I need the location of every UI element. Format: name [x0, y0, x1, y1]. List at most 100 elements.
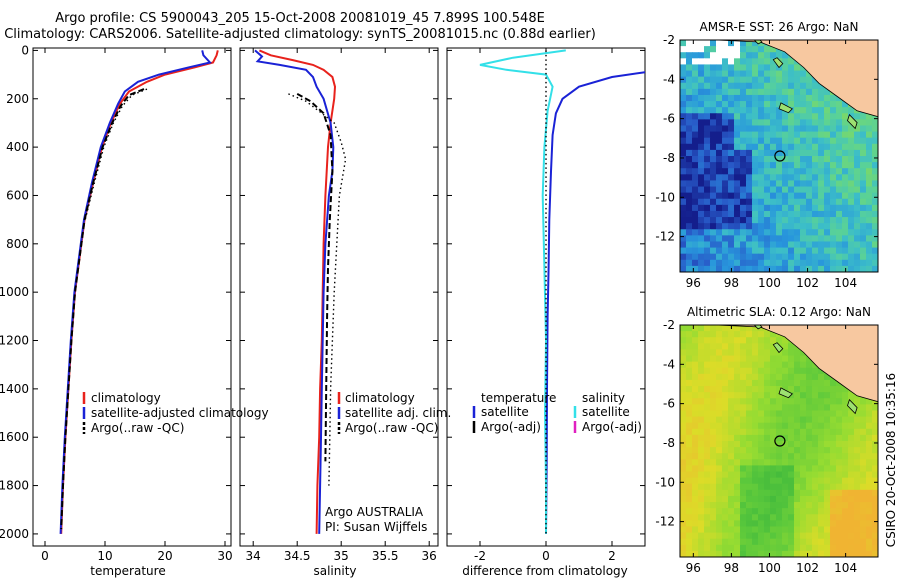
map-cell [776, 229, 783, 236]
map-cell [680, 76, 687, 84]
map-cell [704, 483, 711, 491]
map-cell [770, 459, 777, 467]
map-cell [812, 392, 819, 399]
map-cell [872, 253, 878, 261]
map-cell [800, 229, 807, 236]
map-cell [824, 174, 831, 182]
map-cell [794, 526, 801, 534]
map-cell [728, 223, 735, 230]
map-cell [734, 477, 741, 485]
map-cell [686, 70, 693, 78]
map-cell [800, 210, 807, 218]
map-cell [770, 241, 777, 249]
map-cell [680, 64, 687, 72]
map-cell [818, 520, 825, 528]
map-cell [836, 156, 843, 163]
map-cell [728, 229, 735, 236]
map-cell [698, 40, 705, 47]
map-cell [710, 386, 717, 393]
map-cell [812, 410, 819, 418]
map-cell [734, 198, 741, 206]
map-cell [698, 174, 705, 182]
map-cell [692, 198, 699, 206]
map-cell [788, 520, 795, 528]
map-cell [716, 186, 723, 194]
map-cell [680, 241, 687, 249]
map-cell [812, 113, 819, 120]
map-cell [698, 343, 705, 351]
map-cell [764, 398, 771, 405]
map-cell [698, 235, 705, 243]
map-cell [812, 229, 819, 236]
map-cell [710, 379, 717, 387]
map-cell [818, 550, 825, 557]
map-cell [788, 137, 795, 145]
map-cell [860, 168, 867, 175]
map-cell [740, 247, 747, 255]
map-cell [836, 198, 843, 206]
map-cell [776, 210, 783, 218]
map-cell [758, 349, 765, 357]
map-cell [842, 392, 849, 399]
map-cell [680, 404, 687, 412]
map-cell [686, 453, 693, 460]
map-cell [692, 483, 699, 491]
map-cell [722, 532, 729, 540]
map-cell [716, 94, 723, 102]
map-cell [704, 471, 711, 479]
map-cell [752, 544, 759, 552]
map-cell [692, 434, 699, 442]
map-cell [704, 544, 711, 552]
map-cell [872, 137, 878, 145]
map-cell [794, 453, 801, 460]
map-cell [872, 428, 878, 436]
map-cell [782, 137, 789, 145]
map-cell [800, 101, 807, 108]
map-cell [710, 168, 717, 175]
map-cell [782, 168, 789, 175]
map-cell [830, 94, 837, 102]
map-cell [716, 149, 723, 157]
map-cell [728, 367, 735, 375]
map-cell [722, 502, 729, 509]
map-cell [740, 113, 747, 120]
map-cell [746, 107, 753, 114]
map-cell [710, 489, 717, 497]
map-cell [830, 223, 837, 230]
map-cell [818, 229, 825, 236]
map-cell [776, 217, 783, 224]
map-cell [770, 495, 777, 503]
map-cell [686, 119, 693, 127]
map-cell [776, 204, 783, 212]
map-cell [704, 514, 711, 521]
map-cell [680, 223, 687, 230]
map-cell [716, 410, 723, 418]
map-cell [758, 253, 765, 261]
map-cell [782, 174, 789, 182]
map-cell [680, 422, 687, 430]
map-cell [788, 198, 795, 206]
map-cell [746, 168, 753, 175]
map-cell [740, 162, 747, 169]
map-cell [698, 379, 705, 387]
map-cell [800, 174, 807, 182]
map-cell [698, 477, 705, 485]
map-cell [722, 204, 729, 212]
map-cell [836, 192, 843, 200]
map-cell [710, 441, 717, 448]
map-cell [866, 526, 873, 534]
map-cell [722, 355, 729, 363]
map-cell [704, 265, 711, 272]
map-cell [758, 241, 765, 249]
map-cell [872, 538, 878, 546]
map-cell [704, 367, 711, 375]
map-cell [800, 514, 807, 521]
map-cell [764, 343, 771, 351]
map-cell [692, 428, 699, 436]
map-cell [710, 149, 717, 157]
map-cell [854, 235, 861, 243]
map-cell [680, 331, 687, 338]
map-cell [704, 235, 711, 243]
map-cell [800, 520, 807, 528]
map-cell [782, 119, 789, 127]
